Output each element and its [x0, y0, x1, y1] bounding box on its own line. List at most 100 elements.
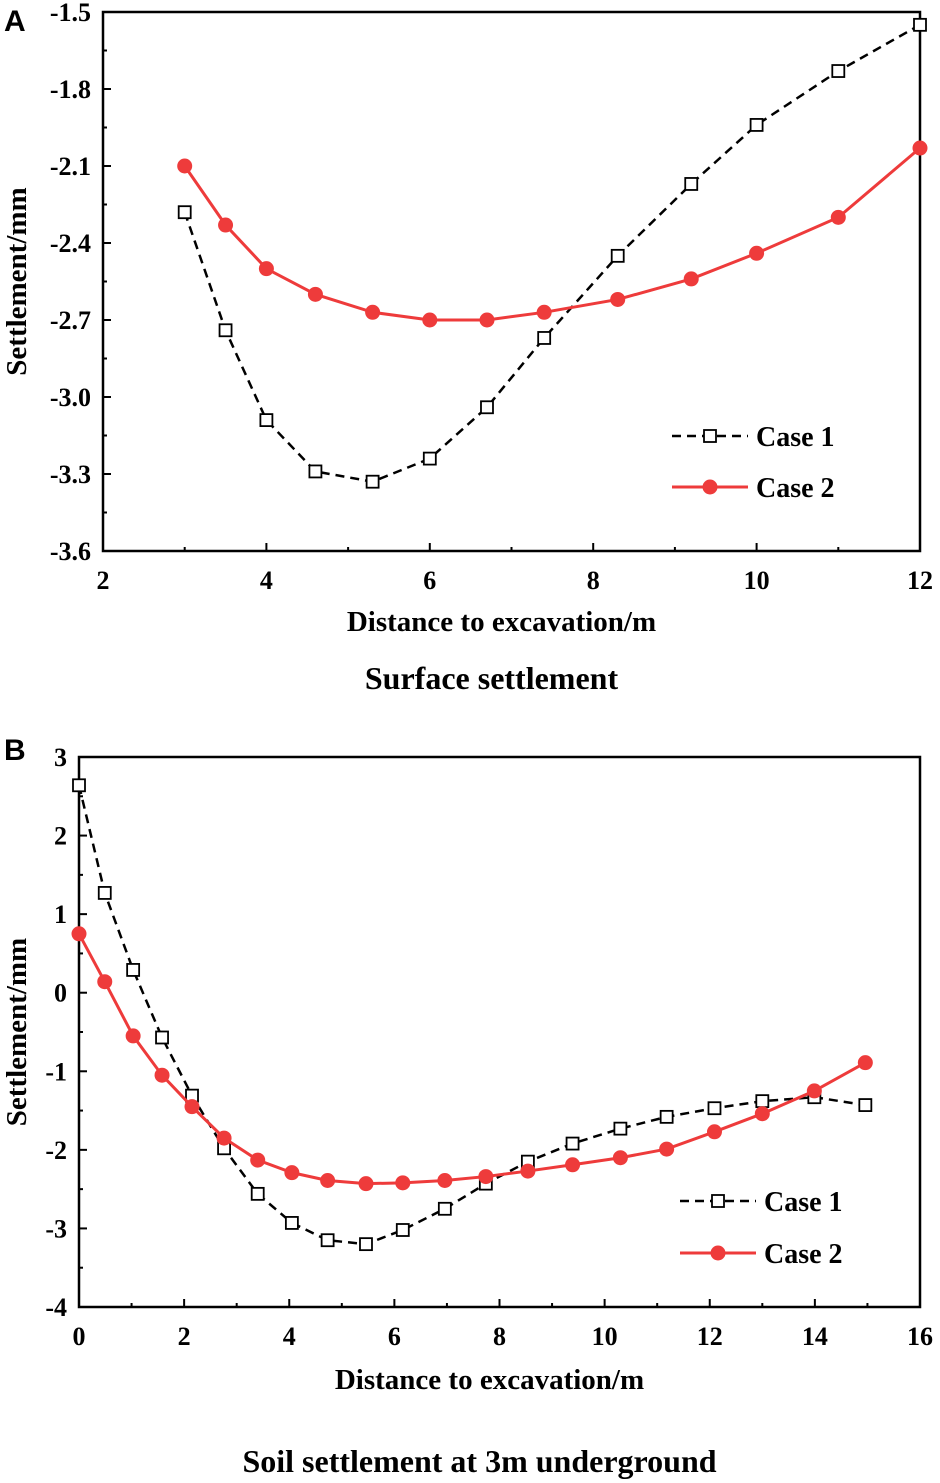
- data-point-square: [831, 64, 846, 78]
- y-tick-label: -4: [45, 1293, 67, 1322]
- data-point-circle: [749, 245, 765, 261]
- chart-title: Soil settlement at 3m underground: [242, 1443, 716, 1479]
- data-point-square: [610, 248, 625, 263]
- data-point-circle: [422, 312, 438, 328]
- chart-panel-a: A 2 4 6 8 10 12 -1.5 -1.8 -2.1 -2.4 -2.7 -3.0 -3.3 -3.…: [1, 0, 933, 696]
- x-tick-label: 4: [260, 566, 273, 595]
- data-point-square: [707, 1101, 722, 1116]
- x-tick-label: 2: [178, 1322, 191, 1351]
- y-tick-label: 2: [54, 822, 67, 851]
- data-point-square: [126, 963, 141, 977]
- data-point-circle: [612, 1150, 628, 1166]
- data-point-square: [684, 177, 699, 191]
- data-point-square: [218, 323, 233, 338]
- y-tick-label: 0: [54, 979, 67, 1008]
- data-point-square: [359, 1237, 373, 1252]
- data-point-circle: [437, 1173, 453, 1188]
- data-point-square: [365, 474, 380, 489]
- data-point-circle: [177, 158, 193, 174]
- legend-label: Case 2: [764, 1239, 843, 1270]
- x-tick-label: 2: [97, 566, 110, 595]
- data-point-square: [155, 1030, 169, 1045]
- data-point-circle: [830, 209, 846, 225]
- y-tick-label: -3.0: [50, 383, 91, 412]
- data-point-circle: [71, 926, 87, 942]
- y-tick-label: -2.1: [50, 152, 91, 181]
- x-tick-label: 14: [802, 1322, 828, 1351]
- data-point-circle: [520, 1163, 536, 1179]
- data-point-square: [749, 118, 764, 132]
- panel-label: A: [4, 5, 26, 38]
- data-point-circle: [358, 1176, 374, 1192]
- series-line: [77, 933, 867, 1186]
- data-point-square: [565, 1136, 580, 1151]
- legend-item: Case 1: [680, 1187, 843, 1218]
- series-line: [183, 23, 921, 483]
- y-tick-label: -3.3: [50, 460, 91, 489]
- data-point-circle: [216, 1130, 232, 1146]
- x-tick-label: 6: [423, 566, 436, 595]
- data-point-square: [259, 413, 274, 428]
- data-point-circle: [857, 1055, 873, 1071]
- data-point-circle: [154, 1067, 170, 1083]
- data-point-square: [480, 400, 494, 415]
- data-point-square: [422, 451, 437, 466]
- plot-frame: [77, 755, 922, 1309]
- data-point-square: [537, 331, 552, 345]
- x-tick-label: 8: [493, 1322, 506, 1351]
- series-case-2: [177, 140, 928, 328]
- x-tick-label: 16: [907, 1322, 933, 1351]
- data-point-square: [437, 1201, 452, 1216]
- y-tick-label: -1.8: [50, 75, 91, 104]
- x-tick-label: 0: [73, 1322, 86, 1351]
- data-point-square: [913, 17, 927, 32]
- x-tick-label: 10: [744, 566, 770, 595]
- data-point-circle: [610, 291, 626, 307]
- data-point-circle: [806, 1083, 822, 1099]
- data-point-circle: [307, 286, 323, 302]
- data-point-circle: [565, 1157, 581, 1173]
- data-point-circle: [710, 1245, 726, 1261]
- x-tick-label: 4: [283, 1322, 296, 1351]
- data-point-circle: [218, 217, 234, 233]
- data-point-circle: [702, 479, 718, 495]
- data-point-circle: [284, 1165, 300, 1181]
- data-point-square: [703, 429, 717, 443]
- series-case-1: [72, 778, 873, 1252]
- data-point-square: [711, 1194, 725, 1208]
- series-case-1: [177, 17, 927, 489]
- legend-item: Case 2: [672, 473, 835, 504]
- x-axis-label: Distance to excavation/m: [347, 606, 656, 638]
- data-point-square: [755, 1094, 770, 1109]
- data-point-square: [395, 1223, 410, 1237]
- data-point-circle: [365, 304, 381, 320]
- data-point-square: [613, 1121, 628, 1136]
- y-tick-label: -1.5: [50, 0, 91, 27]
- legend-label: Case 1: [764, 1187, 843, 1218]
- data-point-square: [308, 464, 323, 479]
- series-line: [77, 784, 866, 1246]
- data-point-circle: [320, 1173, 336, 1188]
- y-tick-label: -3: [45, 1214, 67, 1243]
- legend-item: Case 1: [672, 422, 835, 453]
- data-point-circle: [683, 271, 699, 287]
- data-point-circle: [479, 312, 495, 328]
- data-point-circle: [706, 1124, 722, 1140]
- x-tick-label: 12: [907, 566, 933, 595]
- y-tick-label: -2.4: [50, 229, 91, 258]
- data-point-circle: [250, 1152, 266, 1168]
- data-point-circle: [478, 1169, 494, 1185]
- data-point-circle: [184, 1099, 200, 1115]
- data-point-square: [858, 1098, 873, 1112]
- y-tick-label: -1: [45, 1057, 67, 1086]
- plot-frame: [101, 10, 922, 553]
- data-point-circle: [912, 140, 928, 156]
- y-tick-label: 1: [54, 900, 67, 929]
- data-point-square: [659, 1109, 674, 1124]
- series-case-2: [71, 926, 873, 1192]
- legend-label: Case 1: [756, 422, 835, 453]
- x-tick-label: 8: [587, 566, 600, 595]
- x-tick-label: 6: [388, 1322, 401, 1351]
- y-axis-label: Settlement/mm: [1, 938, 33, 1126]
- data-point-circle: [536, 304, 552, 320]
